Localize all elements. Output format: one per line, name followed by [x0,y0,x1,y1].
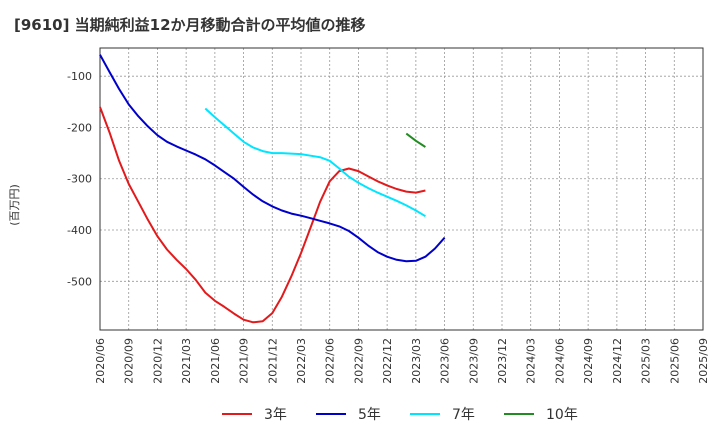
chart-title: [9610] 当期純利益12か月移動合計の平均値の推移 [14,16,366,34]
x-tick-label: 2023/03 [410,338,423,384]
x-tick-labels: 2020/06 2020/09 2020/12 2021/03 2021/06 2021/… [94,338,710,384]
axes [99,47,704,331]
x-tick-label: 2021/06 [209,338,222,384]
y-tick-label: -500 [67,275,92,288]
legend: 3年 5年 7年 10年 [222,407,578,423]
series-line [99,106,426,324]
series-line [204,107,426,218]
x-tick-label: 2023/12 [496,338,509,384]
x-tick-label: 2021/03 [180,338,193,384]
series-lines [99,54,446,324]
legend-label: 10年 [546,407,578,423]
x-tick-label: 2025/09 [697,338,710,384]
x-tick-label: 2022/12 [381,338,394,384]
series-line [405,132,426,148]
y-tick-label: -400 [67,224,92,237]
x-tick-label: 2022/09 [352,338,365,384]
legend-label: 3年 [264,407,287,423]
y-tick-labels: -100 -200 -300 -400 -500 [67,70,92,288]
y-tick-label: -100 [67,70,92,83]
x-tick-label: 2023/09 [467,338,480,384]
legend-label: 5年 [358,407,381,423]
series-line [99,54,446,263]
x-tick-label: 2020/12 [151,338,164,384]
x-tick-label: 2024/06 [553,338,566,384]
plot-frame [99,47,704,331]
x-tick-label: 2020/09 [123,338,136,384]
x-tick-label: 2022/06 [324,338,337,384]
x-tick-label: 2021/12 [266,338,279,384]
x-tick-label: 2025/03 [640,338,653,384]
x-tick-label: 2024/12 [611,338,624,384]
y-axis-label: (百万円) [8,184,21,226]
x-tick-label: 2025/06 [668,338,681,384]
x-tick-label: 2024/09 [582,338,595,384]
x-tick-label: 2022/03 [295,338,308,384]
y-tick-label: -200 [67,121,92,134]
grid-lines [100,48,703,330]
legend-label: 7年 [452,407,475,423]
x-tick-label: 2023/06 [439,338,452,384]
x-tick-label: 2024/03 [525,338,538,384]
y-tick-label: -300 [67,173,92,186]
x-tick-label: 2021/09 [238,338,251,384]
x-tick-label: 2020/06 [94,338,107,384]
